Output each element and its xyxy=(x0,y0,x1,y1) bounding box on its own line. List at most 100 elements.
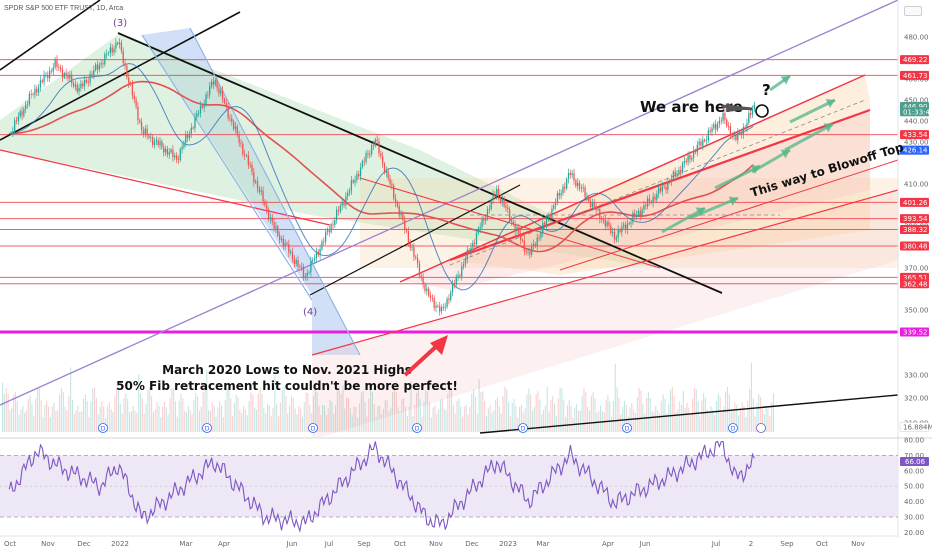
candle-body xyxy=(751,108,754,115)
candle-body xyxy=(733,134,735,137)
candle-268 xyxy=(503,196,505,209)
green-arrow-1 xyxy=(689,196,739,220)
green-arrow-shaft xyxy=(789,98,836,124)
volume-bar-298 xyxy=(550,399,552,432)
candle-186 xyxy=(352,178,354,185)
candle-242 xyxy=(455,274,457,288)
volume-bar-128 xyxy=(237,398,239,432)
candle-body xyxy=(361,161,364,168)
candle-340 xyxy=(635,210,638,220)
candle-327 xyxy=(612,227,614,238)
volume-bar-308 xyxy=(568,399,570,432)
volume-bar-335 xyxy=(618,397,620,432)
candle-85 xyxy=(166,145,169,158)
candle-385 xyxy=(718,116,721,128)
time-tick-label-9: Oct xyxy=(394,540,406,548)
candle-290 xyxy=(543,221,546,226)
candle-129 xyxy=(247,151,249,169)
candle-314 xyxy=(588,194,590,204)
candle-body xyxy=(659,187,662,192)
candle-79 xyxy=(155,136,157,146)
dividend-label: D xyxy=(731,426,736,433)
candle-body xyxy=(411,247,413,249)
volume-bar-22 xyxy=(42,416,44,432)
dividend-upcoming-circle xyxy=(756,423,766,433)
candle-152 xyxy=(290,249,292,256)
candle-body xyxy=(111,47,113,53)
candle-body xyxy=(681,163,684,173)
volume-bar-88 xyxy=(163,401,166,432)
candle-body xyxy=(82,83,84,87)
candle-27 xyxy=(60,64,62,73)
candle-74 xyxy=(146,124,148,140)
candle-156 xyxy=(297,255,299,271)
volume-bar-74 xyxy=(138,374,140,432)
candle-96 xyxy=(186,130,189,142)
volume-bar-77 xyxy=(143,413,145,432)
volume-bar-304 xyxy=(561,388,563,432)
volume-bar-218 xyxy=(403,398,405,432)
candle-body xyxy=(744,127,746,128)
time-tick-label-15: Jun xyxy=(639,540,651,548)
candle-194 xyxy=(367,149,369,159)
candle-body xyxy=(52,67,54,72)
volume-bar-297 xyxy=(548,411,550,432)
candle-338 xyxy=(632,210,634,225)
candle-28 xyxy=(61,65,64,82)
price-tag-label: 380.48 xyxy=(903,242,928,250)
volume-bar-120 xyxy=(222,417,224,432)
time-tick-label-12: 2023 xyxy=(499,540,517,548)
candle-body xyxy=(424,284,426,291)
green-arrow-head xyxy=(695,207,705,217)
panel-toggle-button[interactable] xyxy=(904,6,922,16)
candle-247 xyxy=(464,255,467,268)
candle-100 xyxy=(194,112,196,133)
candle-272 xyxy=(510,216,513,226)
candle-body xyxy=(433,298,435,308)
candle-371 xyxy=(692,145,695,163)
volume-bar-383 xyxy=(706,409,708,432)
price-tag-0: 469.22 xyxy=(900,55,929,65)
candle-351 xyxy=(656,190,658,204)
volume-bar-315 xyxy=(581,395,583,432)
volume-bar-98 xyxy=(182,398,184,432)
candle-296 xyxy=(554,198,557,210)
time-tick-label-18: Sep xyxy=(780,540,794,548)
volume-bar-294 xyxy=(542,409,545,432)
volume-bar-180 xyxy=(333,413,335,432)
volume-bar-60 xyxy=(112,412,114,432)
candle-320 xyxy=(599,204,601,224)
price-tag-label: 393.54 xyxy=(903,215,928,223)
candle-body xyxy=(705,140,708,141)
volume-bar-243 xyxy=(449,386,451,432)
price-tag-label: 426.14 xyxy=(903,147,928,155)
candle-body xyxy=(301,266,303,268)
volume-bar-116 xyxy=(215,416,217,432)
volume-bar-172 xyxy=(318,405,320,432)
candle-298 xyxy=(558,189,560,200)
candle-399 xyxy=(744,124,746,131)
volume-bar-126 xyxy=(233,403,235,432)
candle-body xyxy=(198,113,200,115)
candle-241 xyxy=(453,279,456,289)
candle-body xyxy=(203,104,205,108)
price-tag-9: 380.48 xyxy=(900,241,929,251)
candle-362 xyxy=(676,170,678,180)
volume-bar-160 xyxy=(296,414,298,432)
candle-250 xyxy=(470,243,472,257)
candle-50 xyxy=(102,59,104,69)
candle-48 xyxy=(98,61,100,73)
time-tick-label-3: 2022 xyxy=(111,540,129,548)
volume-bar-380 xyxy=(701,400,703,432)
candle-180 xyxy=(341,197,343,210)
candle-33 xyxy=(71,70,73,88)
volume-bar-316 xyxy=(583,388,585,432)
candle-321 xyxy=(600,216,603,224)
time-tick-label-1: Nov xyxy=(41,540,55,548)
candle-body xyxy=(17,116,19,121)
candle-191 xyxy=(361,159,364,170)
candle-36 xyxy=(76,82,78,95)
candle-86 xyxy=(168,148,170,159)
candle-body xyxy=(170,149,172,153)
